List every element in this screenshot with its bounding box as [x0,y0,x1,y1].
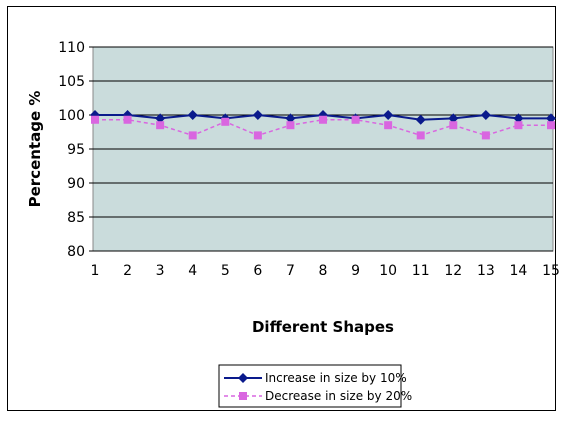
data-point [383,110,394,120]
y-tick-label: 85 [67,210,85,226]
x-tick-label: 7 [286,263,295,279]
y-tick-label: 80 [67,244,85,260]
x-tick-label: 15 [542,263,560,279]
x-tick-label: 11 [412,263,430,279]
legend-box [218,364,402,408]
x-tick-label: 4 [188,263,197,279]
x-axis-title: Different Shapes [252,318,394,336]
data-point [480,110,491,120]
data-point [156,121,165,130]
data-point [155,113,166,124]
x-tick-label: 1 [91,263,100,279]
data-point [91,115,99,124]
data-point [448,113,459,124]
data-point [221,117,230,126]
series-line-1 [95,119,551,137]
legend-marker-increase [238,373,248,383]
x-tick-label: 12 [444,263,462,279]
x-tick-label: 13 [477,263,495,279]
legend-label-decrease: Decrease in size by 20% [265,389,412,403]
data-point [547,121,555,130]
y-tick-label: 110 [58,40,85,56]
x-tick-label: 5 [221,263,230,279]
x-tick-label: 6 [253,263,262,279]
x-tick-label: 14 [510,263,528,279]
data-point [514,121,523,130]
data-point [285,113,296,124]
legend-label-increase: Increase in size by 10% [265,371,407,385]
legend: Increase in size by 10% Decrease in size… [218,364,412,408]
x-tick-label: 10 [379,263,397,279]
data-point [449,121,458,130]
data-point [252,110,263,120]
data-point [123,115,132,124]
x-tick-label: 2 [123,263,132,279]
data-point [351,115,360,124]
data-point [188,131,197,140]
x-tick-label: 8 [319,263,328,279]
y-axis-title: Percentage % [26,91,44,208]
data-point [286,121,295,130]
data-point [319,115,327,124]
data-point [415,114,426,125]
x-axis-ticks: 1 2 3 4 5 6 7 8 9 10 11 12 13 14 15 [91,263,560,279]
y-tick-label: 90 [67,176,85,192]
x-tick-label: 3 [156,263,165,279]
x-tick-label: 9 [351,263,360,279]
legend-marker-decrease [239,392,247,400]
y-axis-ticks: 80 85 90 95 100 105 110 [58,40,93,260]
y-tick-label: 95 [67,142,85,158]
data-point [253,131,262,140]
data-point [546,113,556,124]
y-tick-label: 105 [58,74,85,90]
y-tick-label: 100 [58,108,85,124]
series-group [90,110,556,140]
data-point [187,110,198,120]
data-point [384,121,393,130]
data-point [416,131,425,140]
data-point [513,113,524,124]
data-point [481,131,490,140]
